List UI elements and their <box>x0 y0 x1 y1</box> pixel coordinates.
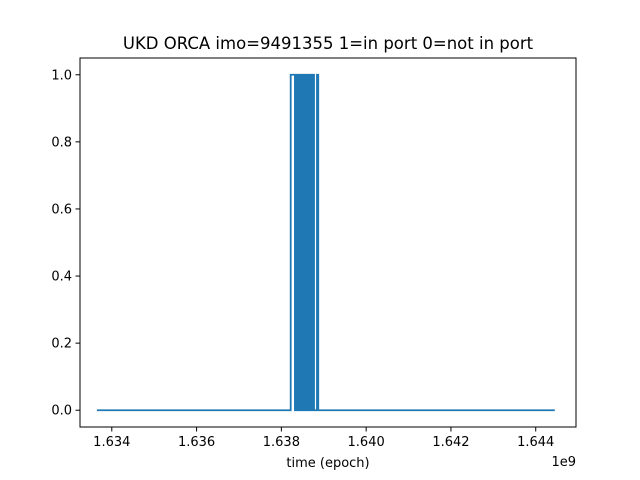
x-tick-label: 1.636 <box>178 435 215 450</box>
y-tick-label: 0.2 <box>51 337 72 352</box>
chart-title: UKD ORCA imo=9491355 1=in port 0=not in … <box>123 34 534 53</box>
y-tick-label: 0.6 <box>51 202 72 217</box>
axes-frame <box>79 57 577 428</box>
x-tick-label: 1.644 <box>517 435 554 450</box>
y-tick-label: 0.8 <box>51 135 72 150</box>
x-axis-ticks: 1.634 1.636 1.638 1.640 1.642 1.644 <box>93 427 554 450</box>
x-tick-label: 1.634 <box>93 435 130 450</box>
y-tick-label: 0.0 <box>51 404 72 419</box>
x-tick-label: 1.642 <box>432 435 469 450</box>
x-axis-label: time (epoch) <box>286 456 369 471</box>
series-line-0 <box>96 73 555 412</box>
x-axis-offset-label: 1e9 <box>551 455 576 470</box>
y-axis-ticks: 0.0 0.2 0.4 0.6 0.8 1.0 <box>51 68 80 419</box>
x-tick-label: 1.640 <box>348 435 385 450</box>
x-tick-label: 1.638 <box>263 435 300 450</box>
plot-area <box>79 57 577 428</box>
y-tick-label: 0.4 <box>51 270 72 285</box>
y-tick-label: 1.0 <box>51 68 72 83</box>
